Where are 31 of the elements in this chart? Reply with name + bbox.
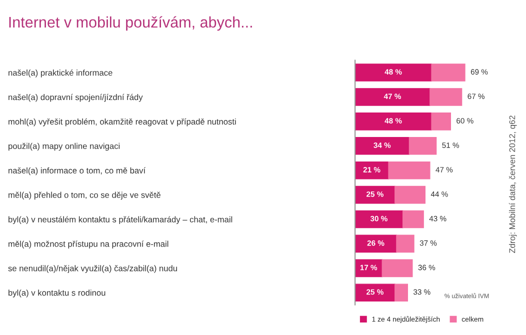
bar (402, 210, 424, 228)
bar (355, 88, 430, 106)
bar (430, 88, 462, 106)
y-tick-label: použil(a) mapy online navigaci (8, 142, 120, 151)
bar (355, 112, 432, 130)
y-tick-label: našel(a) informace o tom, co mě baví (8, 167, 146, 176)
y-tick-label: našel(a) praktické informace (8, 69, 112, 78)
bar (355, 284, 396, 302)
y-tick-label: měl(a) možnost přístupu na pracovní e-mail (8, 240, 168, 249)
y-tick-label: byl(a) v neustálém kontaktu s přáteli/kamarády – chat, e-mail (8, 216, 232, 224)
y-tick-label: měl(a) přehled o tom, co se děje ve světě (8, 192, 160, 200)
y-tick-label: se nenudil(a)/nějak využil(a) čas/zabil(a) nudu (8, 265, 177, 273)
bar (355, 136, 410, 155)
bar (382, 259, 413, 278)
bar (431, 64, 466, 82)
y-tick-label: mohl(a) vyřešit problém, okamžitě reagovat v případě nutnosti (8, 118, 236, 126)
y-tick-label: byl(a) v kontaktu s rodinou (8, 290, 106, 298)
bar (355, 64, 432, 82)
bar (355, 234, 397, 253)
bar (396, 234, 414, 253)
bar (394, 186, 426, 204)
bar (355, 161, 389, 180)
text: Zdroj: Mobilní data, červen 2012, q62 (508, 116, 517, 254)
bar (355, 186, 396, 204)
bar (388, 161, 430, 180)
bar (431, 112, 451, 130)
bar (394, 284, 408, 302)
y-tick-label: našel(a) dopravní spojení/jízdní řády (8, 94, 143, 102)
text: Internet v mobilu používám, abych... (9, 16, 252, 31)
bar (408, 136, 437, 155)
bar (355, 210, 404, 228)
